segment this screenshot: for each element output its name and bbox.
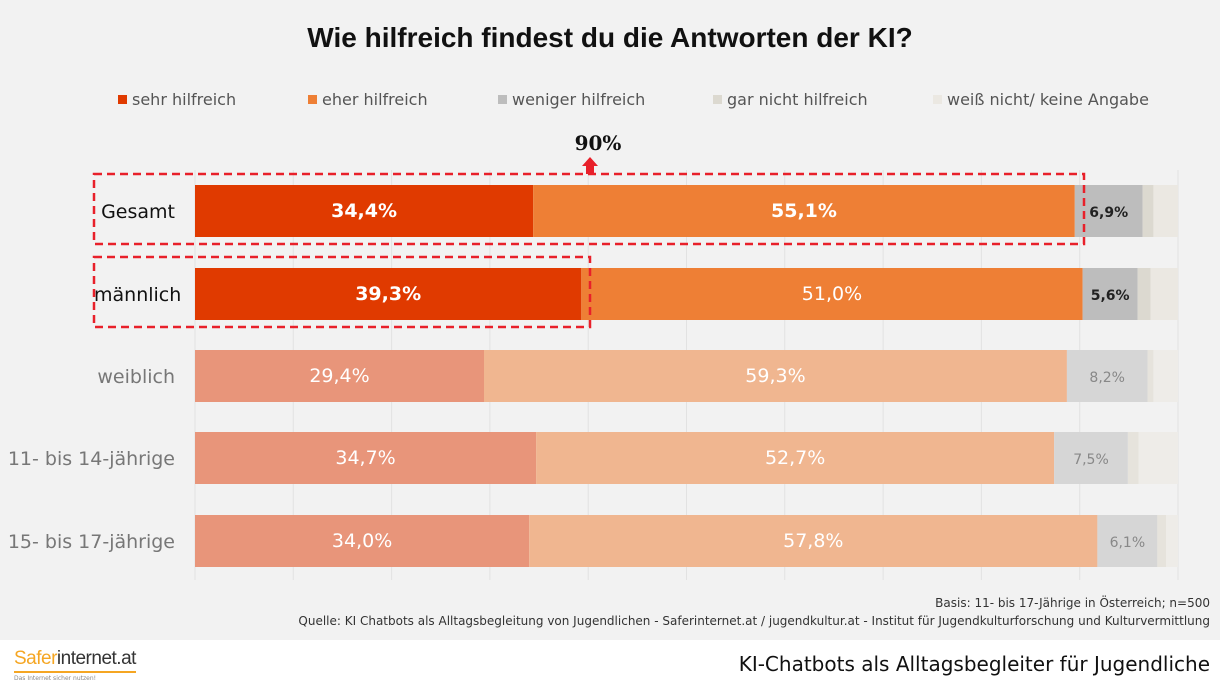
bar-segment	[195, 432, 537, 484]
legend-swatch	[498, 95, 507, 104]
data-label: 59,3%	[745, 365, 805, 387]
bar-segment	[195, 350, 485, 402]
footer-title: KI-Chatbots als Alltagsbegleiter für Jug…	[738, 652, 1210, 676]
chart-title: Wie hilfreich findest du die Antworten d…	[307, 22, 913, 53]
data-label: 29,4%	[309, 365, 369, 387]
bar-segment	[1066, 350, 1148, 402]
bar-segment	[195, 185, 534, 237]
bar-segment	[1150, 268, 1178, 320]
legend-item: gar nicht hilfreich	[713, 90, 933, 109]
category-label: 11- bis 14-jährige	[8, 448, 175, 470]
bar-segment	[529, 515, 1098, 567]
data-label: 5,6%	[1091, 288, 1130, 304]
chart-plot: 34,4% 55,1% 6,9% Gesamt 39,3% 51,0% 5,6% männli…	[8, 131, 1179, 580]
saferinternet-logo: Saferinternet.at Das Internet sicher nut…	[14, 648, 136, 682]
data-label: 39,3%	[355, 283, 421, 305]
legend-label: weniger hilfreich	[512, 90, 646, 109]
legend-label: gar nicht hilfreich	[727, 90, 868, 109]
data-label: 6,1%	[1110, 535, 1146, 551]
highlight-box-maennlich	[92, 255, 592, 329]
bar-segment	[195, 268, 582, 320]
data-label: 52,7%	[765, 447, 825, 469]
bar-segment	[1074, 185, 1143, 237]
legend-swatch	[118, 95, 127, 104]
category-label: 15- bis 17-jährige	[8, 531, 175, 553]
bar-segment	[1137, 268, 1151, 320]
bar-segment	[484, 350, 1067, 402]
category-label: männlich	[94, 284, 181, 306]
bar-segment	[1138, 432, 1178, 484]
bar-segment	[581, 268, 1083, 320]
legend-swatch	[308, 95, 317, 104]
data-label: 51,0%	[802, 283, 862, 305]
data-label: 8,2%	[1089, 370, 1125, 386]
bar-segment	[1166, 515, 1178, 567]
legend-label: weiß nicht/ keine Angabe	[947, 90, 1149, 109]
legend-swatch	[713, 95, 722, 104]
basis-note: Basis: 11- bis 17-Jährige in Österreich;…	[935, 596, 1210, 610]
legend-label: eher hilfreich	[322, 90, 428, 109]
data-label: 7,5%	[1073, 452, 1109, 468]
bar-segment	[1153, 185, 1178, 237]
bar-segment	[533, 185, 1075, 237]
logo-tagline: Das Internet sicher nutzen!	[14, 675, 97, 682]
bar-segment	[1054, 432, 1128, 484]
footer	[0, 640, 1220, 686]
category-label: weiblich	[97, 366, 175, 388]
bar-segment	[536, 432, 1055, 484]
legend-item: weniger hilfreich	[498, 90, 713, 109]
bar-segment	[1147, 350, 1154, 402]
bar-segment	[1127, 432, 1139, 484]
legend: sehr hilfreich eher hilfreich weniger hilf…	[118, 90, 1158, 109]
bar-segment	[195, 515, 530, 567]
data-label: 34,0%	[332, 530, 392, 552]
data-label: 34,4%	[331, 200, 397, 222]
logo-text-a: Safer	[14, 648, 57, 669]
legend-label: sehr hilfreich	[132, 90, 237, 109]
category-label: Gesamt	[101, 201, 175, 223]
arrow-up-icon	[582, 157, 598, 174]
legend-item: weiß nicht/ keine Angabe	[933, 90, 1153, 109]
bar-segment	[1082, 268, 1138, 320]
logo-text-b: internet.at	[56, 648, 137, 669]
bar-segment	[1157, 515, 1167, 567]
data-label: 57,8%	[783, 530, 843, 552]
legend-item: sehr hilfreich	[118, 90, 308, 109]
bar-segment	[1142, 185, 1154, 237]
source-note: Quelle: KI Chatbots als Alltagsbegleitun…	[298, 614, 1210, 628]
data-label: 6,9%	[1089, 205, 1128, 221]
legend-swatch	[933, 95, 942, 104]
legend-item: eher hilfreich	[308, 90, 498, 109]
data-label: 55,1%	[771, 200, 837, 222]
bar-segment	[1097, 515, 1158, 567]
bar-segment	[1153, 350, 1178, 402]
data-label: 34,7%	[335, 447, 395, 469]
annotation-label: 90%	[575, 131, 622, 155]
